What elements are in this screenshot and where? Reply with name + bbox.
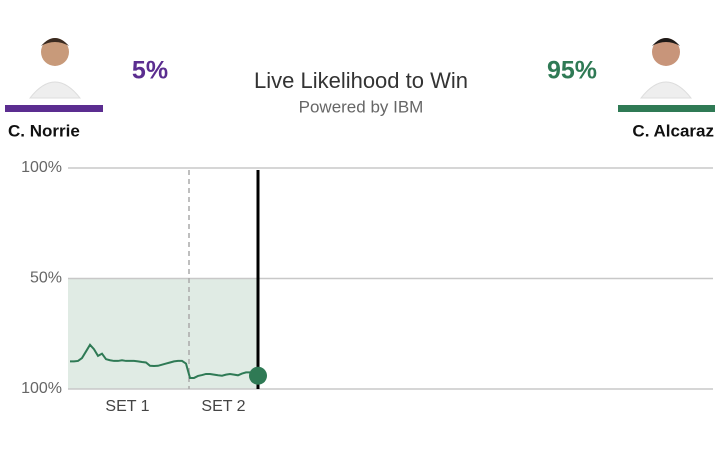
player-photo-body [639,81,693,99]
likelihood-line [70,343,259,379]
y-tick-label: 100% [21,380,62,397]
player-color-bar [5,105,103,112]
plot: 100% 50% 100% SET 1 SET 2 [21,159,713,415]
player-photo [652,38,680,66]
set-label: SET 1 [105,398,149,415]
player-likelihood: 95% [547,57,597,85]
player-photo [41,38,69,66]
y-tick-label: 50% [30,270,62,287]
player-hair [41,38,69,46]
player-color-bar [618,105,715,112]
player-name: C. Alcaraz [632,121,714,140]
current-point [249,366,267,385]
player-likelihood: 5% [132,57,168,85]
player-name: C. Norrie [8,121,80,140]
chart-title: Live Likelihood to Win [254,68,468,93]
chart-subtitle: Powered by IBM [299,97,424,116]
player-hair [652,38,680,46]
played-area [68,278,258,389]
player-photo-body [28,81,82,99]
y-tick-label: 100% [21,159,62,176]
player-left: C. Norrie 5% [5,38,168,140]
set-label: SET 2 [201,398,245,415]
player-right: C. Alcaraz 95% [547,38,715,140]
